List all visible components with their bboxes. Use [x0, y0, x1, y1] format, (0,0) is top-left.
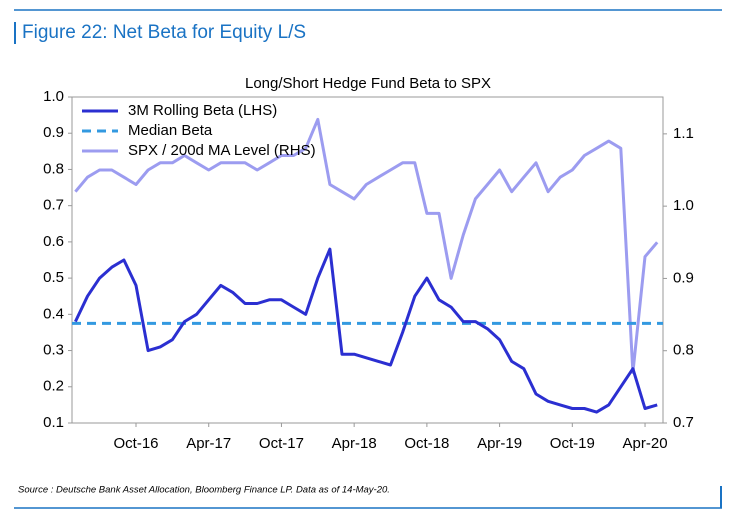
figure-title: Figure 22: Net Beta for Equity L/S — [22, 22, 306, 43]
y-tick-label: 0.1 — [43, 414, 64, 431]
x-tick-label: Oct-18 — [404, 435, 449, 452]
y-tick-label: 0.6 — [43, 233, 64, 250]
x-tick-label: Apr-20 — [623, 435, 668, 452]
legend-label: Median Beta — [128, 122, 213, 139]
y-tick-label: 0.4 — [43, 305, 64, 322]
x-tick-label: Oct-19 — [550, 435, 595, 452]
x-tick-label: Oct-17 — [259, 435, 304, 452]
y2-tick-label: 0.9 — [673, 269, 694, 286]
y-tick-label: 0.2 — [43, 378, 64, 395]
x-tick-label: Oct-16 — [113, 435, 158, 452]
legend-label: 3M Rolling Beta (LHS) — [128, 102, 277, 119]
y-tick-label: 0.8 — [43, 160, 64, 177]
y-tick-label: 0.3 — [43, 342, 64, 359]
y2-tick-label: 1.0 — [673, 197, 694, 214]
y2-tick-label: 0.8 — [673, 342, 694, 359]
chart-title: Long/Short Hedge Fund Beta to SPX — [245, 75, 491, 92]
source-note: Source : Deutsche Bank Asset Allocation,… — [18, 485, 390, 496]
y-tick-label: 1.0 — [43, 88, 64, 105]
x-tick-label: Apr-18 — [332, 435, 377, 452]
legend-label: SPX / 200d MA Level (RHS) — [128, 142, 316, 159]
x-tick-label: Apr-17 — [186, 435, 231, 452]
plot-frame — [71, 96, 664, 424]
series-line — [74, 117, 659, 374]
y-tick-label: 0.9 — [43, 124, 64, 141]
y2-tick-label: 0.7 — [673, 414, 694, 431]
series-line — [74, 247, 658, 414]
x-tick-label: Apr-19 — [477, 435, 522, 452]
y-tick-label: 0.5 — [43, 269, 64, 286]
y-tick-label: 0.7 — [43, 197, 64, 214]
y2-tick-label: 1.1 — [673, 125, 694, 142]
